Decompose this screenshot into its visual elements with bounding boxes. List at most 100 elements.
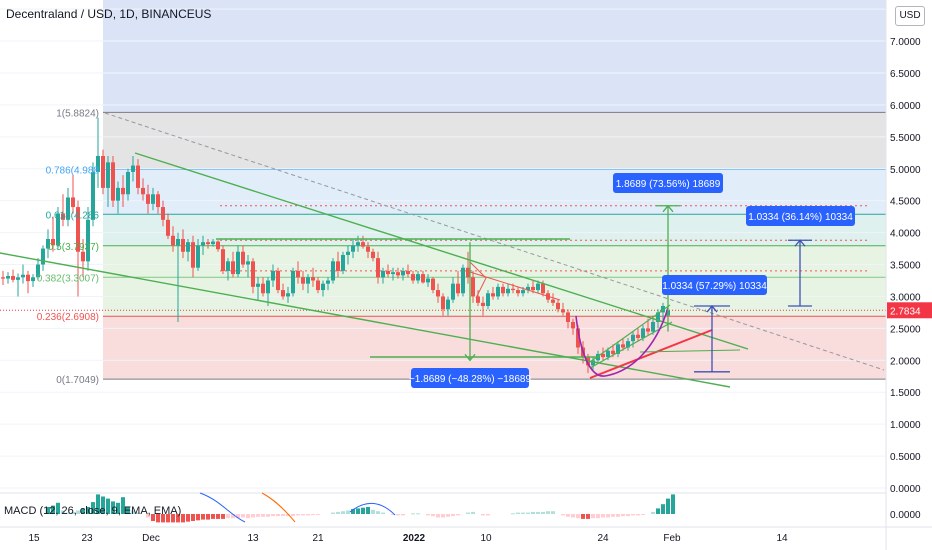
measure-tool-up-small[interactable]: 1.0334 (57.29%) 10334 [662, 275, 767, 373]
candle [171, 226, 175, 252]
candle [326, 277, 330, 291]
macd-bar [656, 508, 660, 514]
macd-bar [281, 514, 285, 517]
macd-bar [211, 514, 215, 519]
candle-body [136, 165, 140, 188]
candle-body [606, 350, 610, 358]
candle-body [311, 277, 315, 281]
candle [211, 238, 215, 247]
candle [161, 200, 165, 227]
macd-bar [611, 514, 615, 517]
candle-body [556, 302, 560, 310]
candle-body [11, 276, 15, 280]
candle-body [461, 267, 465, 294]
candle [61, 194, 65, 227]
currency-button[interactable]: USD [895, 6, 925, 26]
measure-tools[interactable]: 1.8689 (73.56%) 18689 1.0334 (36.14%) 103… [409, 173, 855, 388]
candle [311, 267, 315, 287]
price-tick: 0.0000 [890, 484, 921, 495]
candle-body [526, 286, 530, 291]
candle [416, 270, 420, 284]
macd-bar [606, 514, 610, 518]
candle-body [231, 261, 235, 275]
candle-body [611, 350, 615, 354]
candle-body [156, 194, 160, 208]
candle [241, 245, 245, 268]
candle [336, 251, 340, 278]
macd-bar [236, 514, 240, 519]
candle-body [6, 276, 10, 279]
macd-bar [416, 513, 420, 515]
fib-label: 1(5.8824) [56, 108, 99, 119]
candle [431, 277, 435, 294]
candle-body [256, 283, 260, 287]
candle-body [551, 299, 555, 303]
wedge-lower-line [589, 321, 673, 369]
candle [136, 159, 140, 195]
candle-body [446, 299, 450, 310]
fib-label: 0.618(4.286 [46, 210, 100, 221]
macd-bar [431, 514, 435, 517]
price-tick: 6.5000 [890, 69, 921, 80]
candle [331, 258, 335, 284]
macd-bar [296, 514, 300, 516]
macd-line [349, 502, 396, 516]
macd-bar [616, 514, 620, 517]
candle-body [571, 321, 575, 329]
time-axis[interactable]: 15 23 Dec 13 21 2022 10 24 Feb 14 [0, 526, 932, 544]
candle-body [321, 283, 325, 291]
macd-bar [481, 514, 485, 516]
measure-label-bg [746, 206, 855, 226]
macd-bar [306, 514, 310, 516]
macd-line [199, 492, 246, 523]
macd-bar [186, 514, 190, 522]
measure-tool-up-right[interactable]: 1.0334 (36.14%) 10334 [746, 206, 855, 307]
grid-lines [0, 8, 886, 489]
macd-indicator-label[interactable]: MACD (12, 26, close, 9, EMA, EMA) [4, 505, 182, 517]
candle [621, 337, 625, 351]
candle [501, 283, 505, 297]
candle [31, 274, 35, 287]
candle [116, 181, 120, 214]
time-tick: 2022 [403, 533, 426, 544]
price-axis[interactable]: 7.0000 6.5000 6.0000 5.5000 5.0000 4.5000 4.00… [885, 0, 932, 550]
candle [471, 270, 475, 303]
candle-body [591, 360, 595, 366]
candle-body [626, 341, 630, 348]
fib-band [103, 112, 886, 170]
measure-tool-up-large[interactable]: 1.8689 (73.56%) 18689 [613, 173, 723, 332]
macd-bar [311, 514, 315, 515]
measure-tool-down[interactable]: −1.8689 (−48.28%) −18689 [409, 242, 531, 388]
time-tick: 13 [247, 533, 259, 544]
macd-bar [366, 507, 370, 514]
candle-body [131, 165, 135, 172]
candle [616, 341, 620, 358]
candle [506, 283, 510, 297]
candle-body [286, 293, 290, 297]
candle-body [536, 283, 540, 291]
macd-bar [376, 511, 380, 514]
candle [361, 235, 365, 249]
macd-bar [396, 514, 400, 516]
candle-body [41, 248, 45, 265]
candle [346, 245, 350, 265]
candle [251, 258, 255, 294]
candle [21, 264, 25, 284]
macd-bar [161, 514, 165, 523]
candle-body [211, 241, 215, 245]
candle [571, 318, 575, 335]
candle [466, 251, 470, 284]
candle [411, 270, 415, 284]
candle [16, 273, 20, 297]
candle-body [386, 270, 390, 275]
candle-body [601, 353, 605, 358]
candle [201, 235, 205, 255]
measure-label: 1.0334 (57.29%) 10334 [662, 281, 767, 292]
candle-body [421, 274, 425, 283]
candle [206, 238, 210, 249]
fib-label: 0(1.7049) [56, 375, 99, 386]
candle [386, 264, 390, 278]
candle-body [376, 258, 380, 278]
macd-bar [196, 514, 200, 521]
